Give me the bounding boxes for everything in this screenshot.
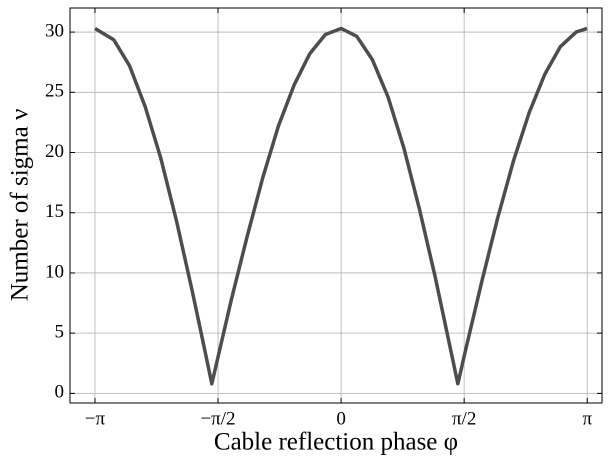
plot-frame [69,7,603,404]
y-tick-label: 15 [45,201,64,222]
y-tick-label: 0 [55,382,65,403]
x-tick-label: π [582,408,592,429]
y-tick-label: 25 [45,81,64,102]
x-tick-label: −π [85,408,106,429]
y-tick-label: 30 [45,20,64,41]
y-tick-label: 10 [45,261,64,282]
x-tick-label: π/2 [452,408,476,429]
x-tick-label: −π/2 [200,408,235,429]
data-line [94,26,588,386]
x-axis-label: Cable reflection phase φ [214,429,458,456]
x-tick-label: 0 [336,408,346,429]
y-tick-label: 20 [45,141,64,162]
y-tick-label: 5 [55,322,65,343]
y-axis-label: Number of sigma ν [7,109,34,302]
